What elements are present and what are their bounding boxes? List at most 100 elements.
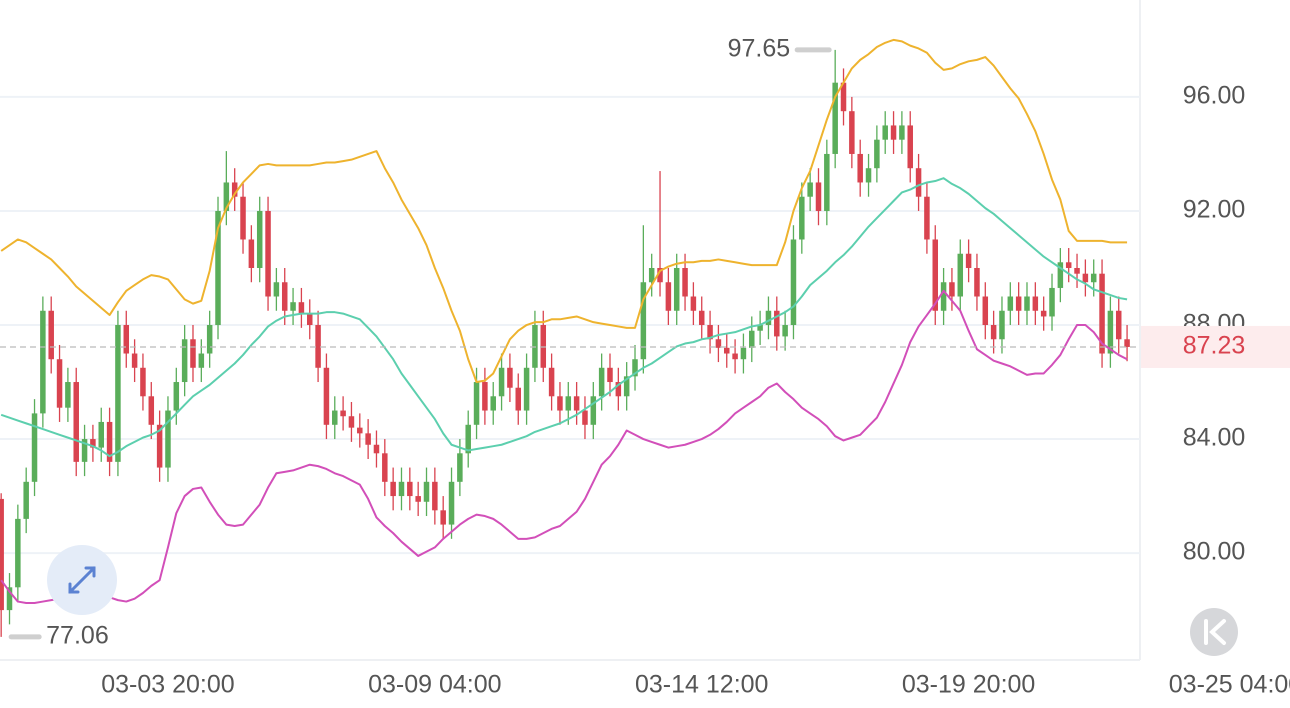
candle-body	[273, 282, 280, 297]
candle-body	[348, 416, 355, 428]
candle-body	[974, 267, 980, 297]
expand-button[interactable]	[47, 545, 117, 615]
kline-button[interactable]	[1190, 608, 1238, 656]
candle-body	[0, 498, 4, 611]
candle-body	[98, 421, 104, 448]
candle-body	[6, 587, 13, 611]
candle-body	[840, 82, 847, 112]
candle-body	[48, 310, 54, 360]
candle-body	[215, 210, 221, 326]
candle-body	[315, 325, 321, 368]
candle-body	[332, 410, 338, 425]
candle-body	[890, 125, 897, 140]
candle-body	[256, 210, 263, 268]
candle-body	[648, 267, 655, 283]
band-line	[0, 177, 1128, 458]
candle-body	[932, 239, 939, 311]
candle-body	[423, 481, 430, 502]
candle-body	[231, 182, 238, 197]
candle-body	[156, 424, 163, 468]
candle-body	[548, 367, 555, 397]
candle-body	[490, 396, 496, 411]
candle-body	[815, 182, 822, 211]
last-price-label: 87.23	[1183, 332, 1246, 360]
candle-body	[982, 296, 989, 326]
candle-body	[281, 282, 288, 311]
candle-body	[140, 367, 146, 397]
candle-body	[473, 382, 480, 425]
candle-body	[1082, 273, 1089, 283]
candle-body	[223, 182, 230, 211]
grid	[0, 95, 1140, 555]
candle-body	[457, 453, 463, 482]
candle-body	[999, 310, 1005, 340]
candle-body	[81, 439, 88, 462]
candle-body	[1107, 310, 1114, 354]
expand-icon[interactable]	[68, 566, 96, 594]
candle-body	[398, 481, 405, 497]
candle-body	[65, 382, 71, 408]
kline-icon[interactable]	[1204, 619, 1226, 645]
last-price-box	[1141, 325, 1290, 368]
candle-body	[565, 396, 572, 411]
candle-body	[957, 253, 964, 297]
candle-body	[465, 424, 471, 454]
candle-body	[865, 168, 872, 183]
x-tick-label: 03-03 20:00	[101, 671, 234, 699]
candle-body	[940, 282, 947, 311]
candle-body	[757, 325, 763, 331]
candle-body	[682, 267, 688, 297]
band-line	[0, 289, 1128, 604]
x-tick-label: 03-14 12:00	[635, 671, 768, 699]
candle-body	[173, 382, 180, 411]
min-label: 77.06	[46, 622, 109, 650]
candle-body	[365, 433, 371, 445]
candle-body	[857, 153, 863, 183]
candle-body	[598, 367, 605, 397]
candle-body	[724, 347, 730, 354]
candle-body	[1057, 262, 1064, 288]
candle-body	[415, 496, 421, 502]
candle-body	[190, 339, 196, 368]
candle-body	[323, 367, 330, 425]
candle-body	[1099, 273, 1105, 354]
candle-body	[357, 427, 363, 434]
candle-body	[340, 410, 346, 417]
candle-body	[1040, 310, 1047, 317]
candle-body	[899, 125, 905, 140]
candle-body	[1032, 296, 1039, 311]
candle-body	[807, 182, 813, 197]
candle-body	[707, 325, 713, 340]
candle-body	[390, 481, 396, 497]
candle-body	[407, 481, 413, 497]
candle-body	[874, 139, 880, 169]
candle-body	[690, 296, 697, 311]
candle-body	[298, 302, 305, 314]
candle-body	[31, 413, 38, 482]
candle-body	[965, 253, 972, 268]
candle-body	[1049, 287, 1055, 317]
candle-body	[915, 168, 922, 197]
candle-body	[673, 267, 680, 311]
candle-body	[832, 82, 838, 154]
candle-body	[306, 313, 313, 326]
candle-body	[640, 282, 647, 360]
plot	[0, 38, 1140, 637]
candle-body	[40, 310, 46, 414]
candle-body	[131, 353, 138, 368]
x-tick-label: 03-09 04:00	[368, 671, 501, 699]
candle-body	[523, 367, 530, 411]
candle-body	[240, 196, 246, 240]
candle-body	[799, 196, 805, 240]
candle-body	[824, 153, 830, 211]
candle-body	[882, 125, 888, 140]
candle-body	[23, 481, 29, 519]
candle-body	[1007, 296, 1014, 311]
candle-body	[15, 518, 21, 588]
candle-body	[1124, 339, 1130, 347]
candle-body	[623, 376, 630, 397]
candle-body	[1115, 310, 1122, 340]
